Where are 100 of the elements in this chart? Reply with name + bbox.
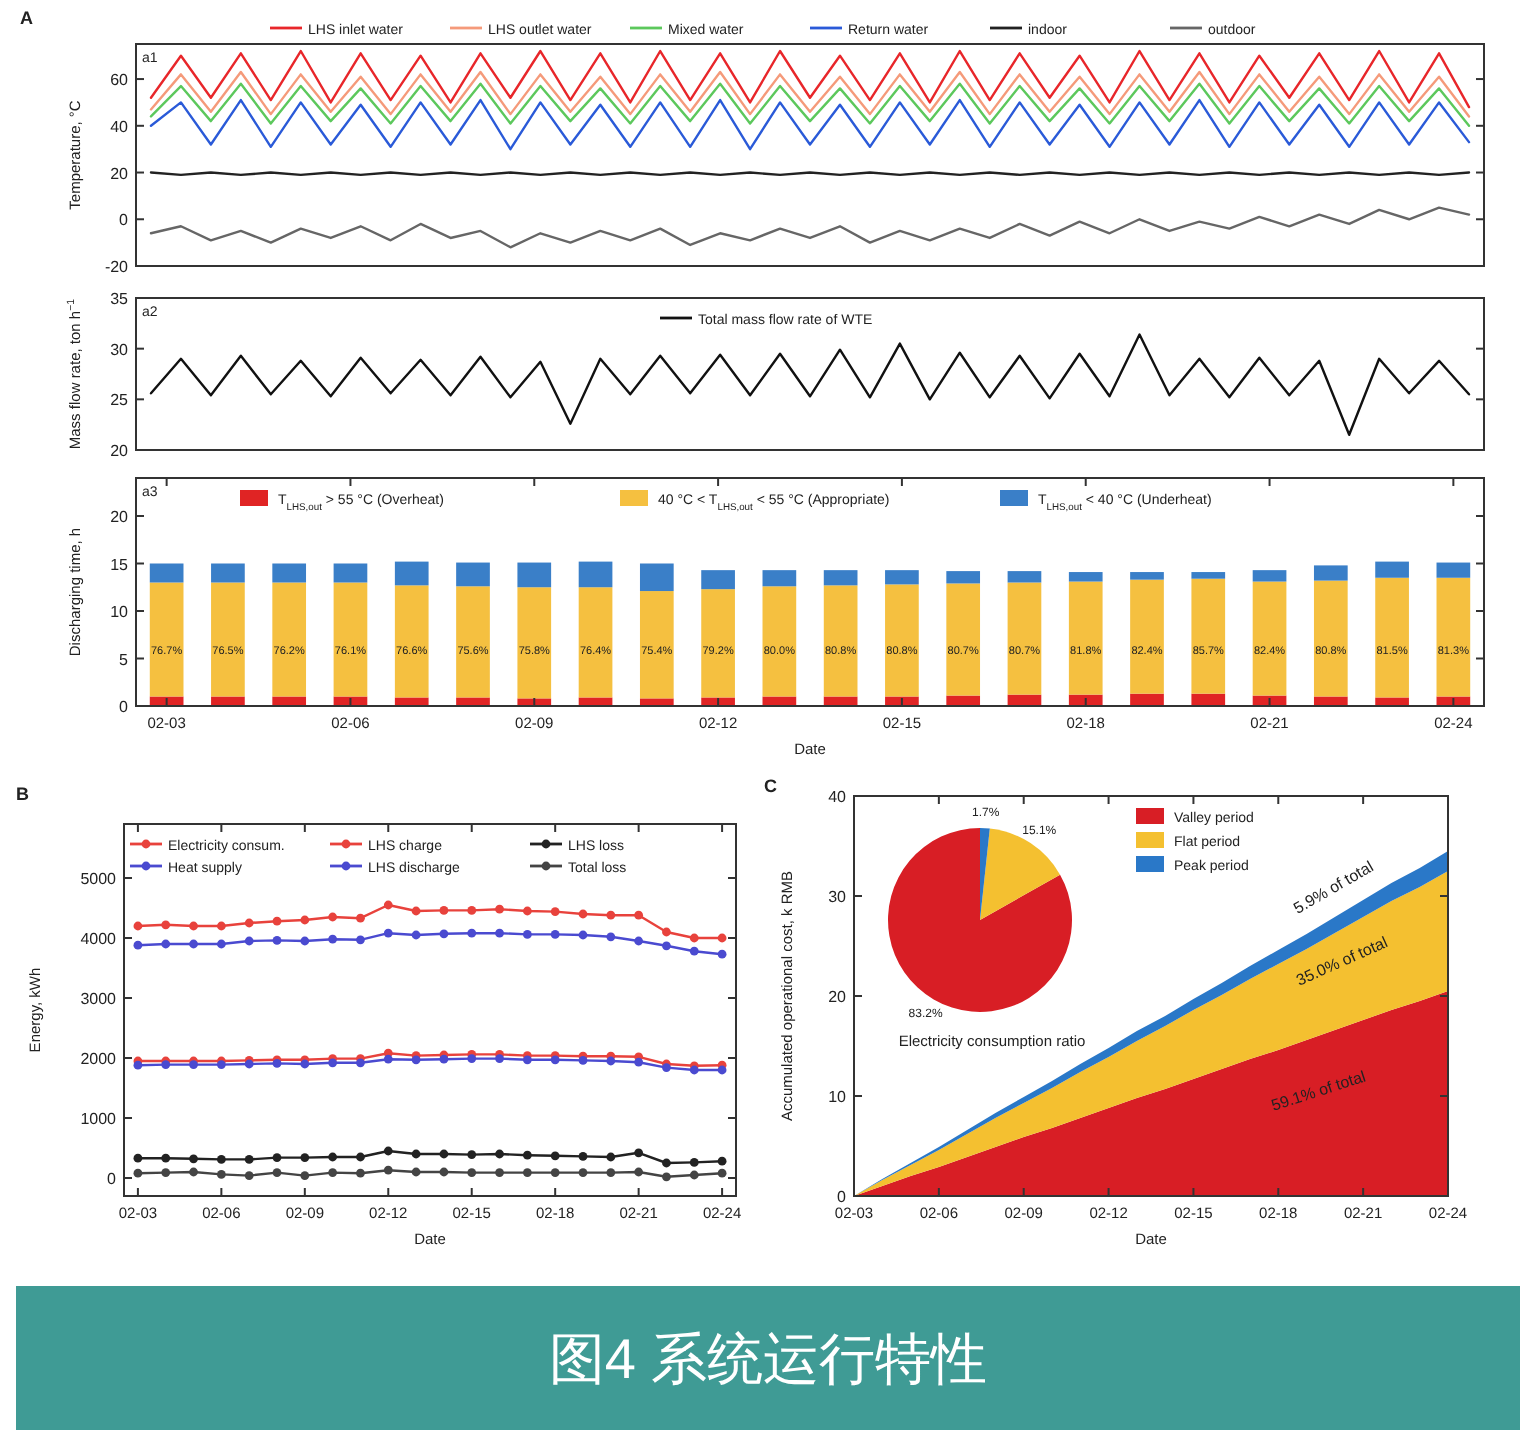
line-series [149,70,1471,118]
bar [1130,579,1164,694]
bar [823,570,858,586]
point [606,1056,616,1066]
y-tick-label: 0 [837,1188,848,1206]
point [439,1167,449,1177]
point [383,1165,393,1175]
point [383,1146,393,1156]
annotation: 35.0% of total [1293,933,1391,990]
point [606,1152,616,1162]
point [300,1171,310,1180]
bar [1436,577,1471,697]
point [300,936,310,946]
point [606,910,616,920]
point [272,1153,282,1162]
bar [1375,577,1409,698]
point [411,1055,421,1065]
point [439,1149,449,1159]
point [161,939,171,949]
point [300,1153,310,1162]
bar [1313,565,1348,581]
point [634,936,644,946]
point [328,1152,338,1162]
point [244,1171,254,1180]
point [467,1168,477,1177]
point [133,1153,143,1163]
y-tick-label: 15 [110,555,130,574]
point [662,927,671,937]
point [606,932,616,942]
point [634,1167,644,1177]
bar [1436,562,1471,578]
point [300,915,310,925]
bar [701,570,735,590]
bar [639,591,674,699]
point [216,1170,226,1179]
point [383,928,393,938]
y-tick-label: 60 [110,71,130,90]
point [550,930,560,939]
bar [1007,571,1042,583]
point [662,941,671,951]
point [356,935,365,945]
bar [1191,693,1226,706]
point [133,1168,143,1178]
bar [394,585,429,698]
point [161,920,171,930]
bar [333,582,368,697]
pie-slice [980,828,990,920]
y-tick-label: 2000 [80,1050,118,1068]
point [634,1148,644,1158]
bar [578,587,613,698]
y-tick-label: 30 [828,888,848,906]
point [550,1151,560,1161]
bar [1375,561,1409,578]
point [634,1057,644,1067]
line-series [149,333,1471,436]
point [411,1149,421,1159]
point [133,940,143,950]
text: B [16,784,30,804]
bar [578,561,613,588]
bar [1068,572,1103,582]
y-tick-label: 30 [110,340,130,359]
point [717,1168,727,1178]
point [578,1168,588,1177]
y-tick-label: 20 [110,164,130,183]
point [328,1168,338,1177]
bar [517,587,552,699]
y-tick-label: 40 [110,117,130,136]
bar [517,562,552,588]
annotation: 5.9% of total [1290,857,1377,918]
y-tick-label: 0 [107,1170,118,1188]
y-tick-label: 5 [119,650,130,669]
y-tick-label: 10 [110,603,130,621]
bar [394,561,429,586]
point [689,1158,699,1167]
point [522,1150,532,1160]
bar [149,563,184,583]
bar [701,697,735,706]
point [634,910,644,920]
point [662,1172,671,1182]
bar [885,584,919,697]
point [244,936,254,946]
bar [885,570,919,585]
line-series [149,82,1471,127]
point [578,1056,588,1065]
bar [762,586,797,697]
point [578,1152,588,1161]
bar [272,582,307,697]
point [216,939,226,949]
point [495,1168,504,1177]
point [133,921,143,931]
text: C [764,776,778,796]
point [189,1154,198,1164]
bar [394,697,429,706]
point [495,1149,504,1159]
bar [1313,580,1348,697]
point [356,1058,365,1068]
line-series [149,98,1471,151]
point [522,906,532,916]
point [272,1168,282,1177]
point [578,930,588,940]
